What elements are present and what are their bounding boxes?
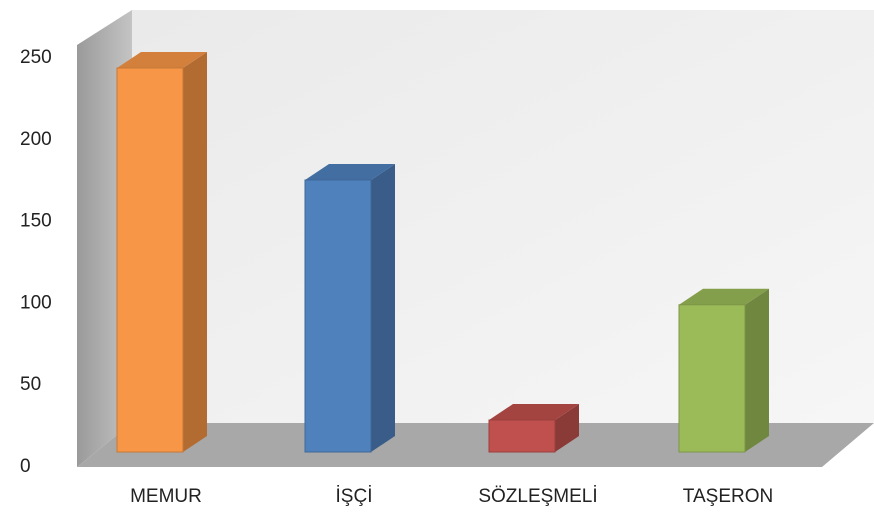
bar-side	[745, 288, 769, 452]
bar	[678, 304, 746, 453]
bar	[304, 179, 372, 453]
y-tick-label: 250	[20, 47, 52, 68]
bar	[116, 67, 184, 453]
x-tick-label: MEMUR	[130, 486, 202, 507]
bar	[488, 419, 556, 453]
y-tick-label: 200	[20, 129, 52, 150]
bar-top	[117, 52, 207, 68]
floor	[77, 423, 874, 467]
bar-side	[183, 52, 207, 452]
y-tick-label: 50	[20, 374, 41, 395]
y-tick-label: 150	[20, 211, 52, 232]
x-tick-label: İŞÇİ	[336, 486, 373, 507]
y-tick-label: 0	[20, 456, 31, 477]
y-tick-label: 100	[20, 292, 52, 313]
bar-top	[305, 164, 395, 180]
bar-side	[371, 164, 395, 452]
x-tick-label: TAŞERON	[683, 486, 773, 507]
bar-top	[679, 288, 769, 305]
bar-top	[489, 404, 579, 420]
x-tick-label: SÖZLEŞMELİ	[478, 486, 597, 507]
